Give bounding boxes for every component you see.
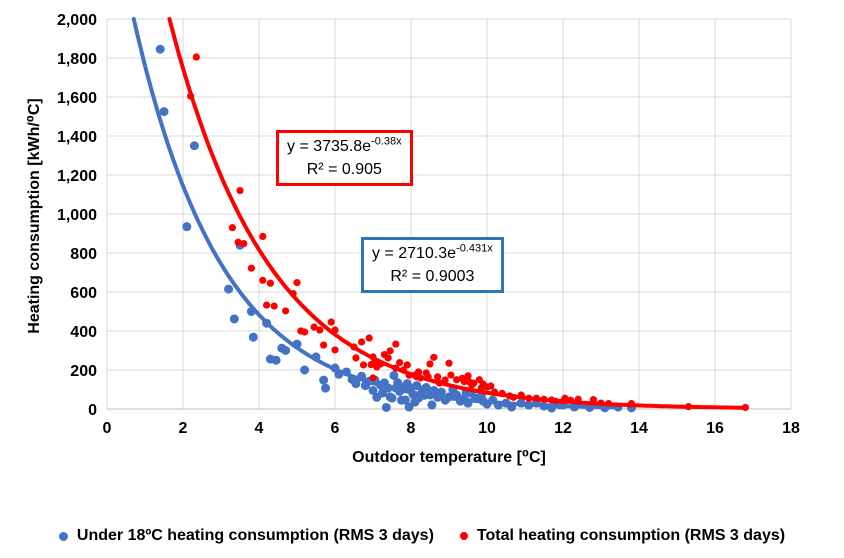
red-r-squared-text: R² = 0.905 xyxy=(306,160,382,178)
blue-r-squared-text: R² = 0.9003 xyxy=(390,267,475,285)
svg-text:800: 800 xyxy=(70,246,97,263)
svg-text:2: 2 xyxy=(179,420,188,437)
svg-text:0: 0 xyxy=(88,402,97,419)
red-series-marker-icon xyxy=(459,532,468,540)
svg-text:14: 14 xyxy=(630,420,648,437)
blue-series-marker-icon xyxy=(58,531,68,541)
legend-label-total: Total heating consumption (RMS 3 days) xyxy=(476,527,786,544)
scatter-plot: 0 200 400 600 800 1,000 1,200 1,400 1,600 1,800 2,… xyxy=(57,12,800,437)
legend-label-under-18: Under 18ºC heating consumption (RMS 3 da… xyxy=(76,527,434,544)
svg-text:200: 200 xyxy=(70,363,97,380)
legend-item-total: Total heating consumption (RMS 3 days) xyxy=(459,527,786,545)
svg-text:16: 16 xyxy=(706,420,724,437)
svg-text:600: 600 xyxy=(70,285,97,302)
svg-text:2,000: 2,000 xyxy=(57,12,97,29)
red-equation-text: y = 3735.8e-0.38x xyxy=(287,136,402,156)
svg-text:12: 12 xyxy=(554,420,572,437)
svg-text:4: 4 xyxy=(255,420,264,437)
svg-text:1,000: 1,000 xyxy=(57,207,97,224)
chart-area: 0 200 400 600 800 1,000 1,200 1,400 1,600 1,800 2,… xyxy=(26,12,800,466)
svg-text:0: 0 xyxy=(103,420,112,437)
svg-text:1,400: 1,400 xyxy=(57,129,97,146)
red-trendline-equation-box: y = 3735.8e-0.38x R² = 0.905 xyxy=(276,130,413,187)
svg-text:400: 400 xyxy=(70,324,97,341)
svg-text:6: 6 xyxy=(331,420,340,437)
svg-text:1,800: 1,800 xyxy=(57,51,97,68)
x-axis-title: Outdoor temperature [⁰C] xyxy=(352,449,546,466)
legend: Under 18ºC heating consumption (RMS 3 da… xyxy=(0,520,844,552)
svg-text:1,200: 1,200 xyxy=(57,168,97,185)
svg-text:8: 8 xyxy=(407,420,416,437)
svg-text:10: 10 xyxy=(478,420,496,437)
svg-text:18: 18 xyxy=(782,420,800,437)
blue-equation-text: y = 2710.3e-0.431x xyxy=(372,243,493,263)
svg-text:1,600: 1,600 xyxy=(57,90,97,107)
legend-item-under-18: Under 18ºC heating consumption (RMS 3 da… xyxy=(58,527,434,545)
blue-trendline-equation-box: y = 2710.3e-0.431x R² = 0.9003 xyxy=(361,237,504,294)
y-axis-title: Heating consumption [kWh/⁰C] xyxy=(26,98,43,334)
